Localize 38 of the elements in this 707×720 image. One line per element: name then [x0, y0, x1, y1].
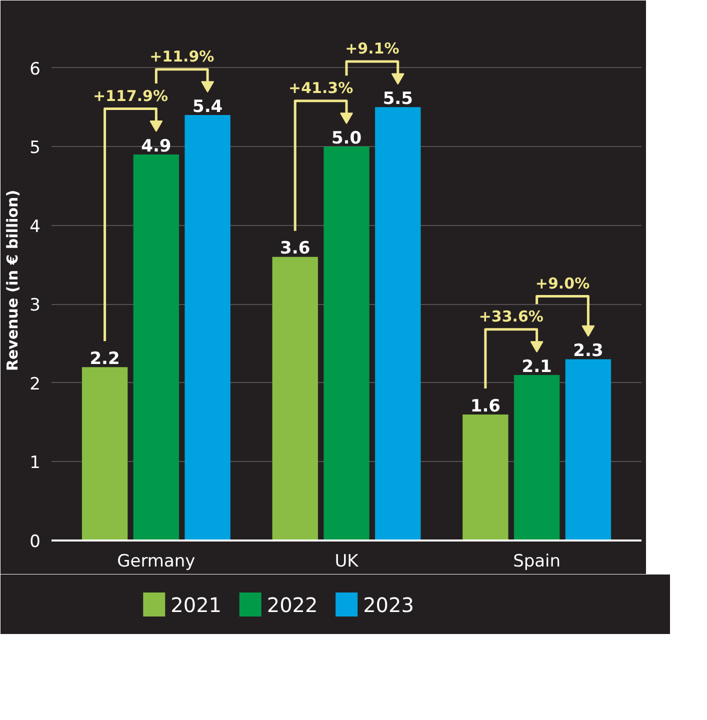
- bar: [133, 154, 180, 540]
- legend-label: 2023: [363, 593, 414, 617]
- annotation: +11.9%: [150, 47, 214, 66]
- bar: [462, 414, 508, 540]
- data-label: 4.9: [141, 136, 172, 156]
- bar: [82, 367, 128, 540]
- y-tick-label: 4: [30, 216, 41, 237]
- x-tick-label: UK: [334, 552, 360, 572]
- y-tick-label: 1: [30, 453, 41, 474]
- data-label: 2.1: [522, 356, 552, 377]
- x-tick-label: Spain: [513, 552, 561, 572]
- bar: [375, 107, 421, 540]
- data-label: 5.4: [192, 96, 223, 117]
- annotation: +9.0%: [535, 274, 590, 292]
- y-tick-label: 5: [30, 138, 41, 158]
- bar: [272, 256, 318, 540]
- data-label: 5.0: [331, 128, 362, 148]
- legend-label: 2021: [170, 593, 222, 617]
- y-axis-title: Revenue (in € billion): [4, 190, 22, 372]
- annotation: +33.6%: [478, 307, 544, 326]
- y-tick-label: 3: [30, 296, 41, 316]
- bar: [514, 375, 560, 540]
- data-label: 2.2: [90, 349, 120, 370]
- data-label: 3.6: [280, 238, 310, 259]
- annotation: +9.1%: [345, 40, 400, 58]
- bar: [324, 146, 370, 540]
- annotation: +41.3%: [288, 78, 354, 97]
- y-tick-label: 2: [30, 374, 41, 394]
- y-tick-label: 0: [30, 532, 41, 552]
- data-label: 1.6: [470, 396, 501, 416]
- data-label: 5.5: [382, 89, 413, 110]
- legend-label: 2022: [266, 593, 318, 617]
- bar: [184, 115, 230, 540]
- data-label: 2.3: [573, 341, 604, 362]
- x-tick-label: Germany: [117, 552, 196, 572]
- bar: [565, 359, 612, 540]
- annotation: +117.9%: [92, 86, 168, 105]
- y-tick-label: 6: [30, 59, 41, 80]
